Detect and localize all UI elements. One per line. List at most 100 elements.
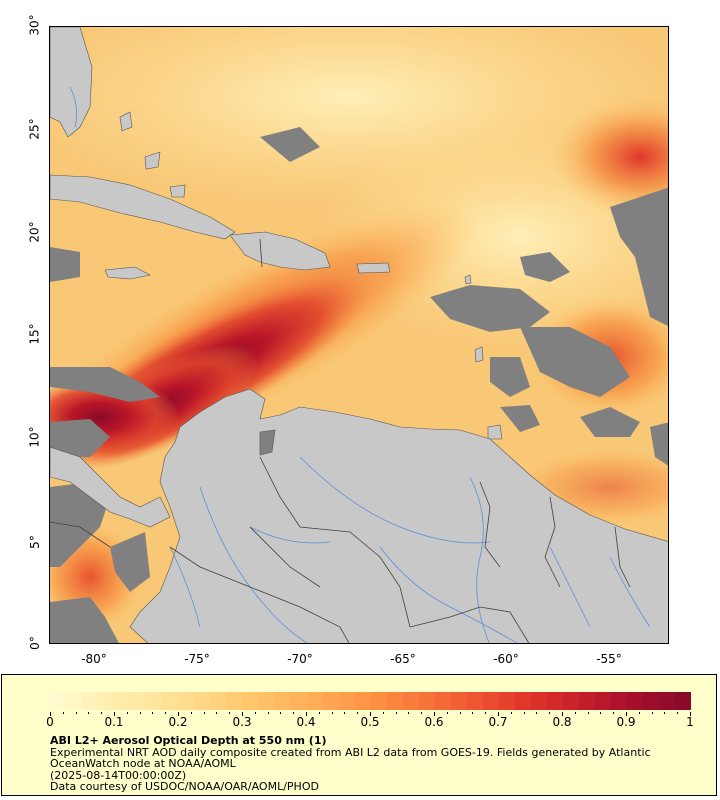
colorbar-minor-tick [203, 712, 205, 714]
colorbar-label-0-3: 0.3 [232, 715, 252, 729]
colorbar-label-0: 0 [46, 715, 54, 729]
lat-label-15: 15° [27, 323, 42, 345]
colorbar-minor-tick [357, 712, 359, 714]
colorbar-step [226, 692, 243, 710]
colorbar-minor-tick [523, 712, 525, 714]
colorbar-minor-tick [382, 712, 384, 714]
colorbar-minor-tick [62, 712, 64, 714]
colorbar-minor-tick [459, 712, 461, 714]
colorbar-step [370, 692, 387, 710]
colorbar-minor-tick [472, 712, 474, 714]
colorbar-label-1: 1 [686, 715, 694, 729]
colorbar-step [114, 692, 131, 710]
colorbar-minor-tick [664, 712, 666, 714]
lon-label-75w: -75° [184, 652, 210, 666]
colorbar-label-0-6: 0.6 [424, 715, 444, 729]
colorbar-step [50, 692, 67, 710]
colorbar-step [194, 692, 211, 710]
lon-label-80w: -80° [81, 652, 107, 666]
colorbar-step [290, 692, 307, 710]
legend-title: ABI L2+ Aerosol Optical Depth at 550 nm … [50, 734, 327, 747]
colorbar-major-tick [50, 712, 51, 716]
colorbar-step [498, 692, 515, 710]
colorbar-label-0-1: 0.1 [104, 715, 124, 729]
legend-description-line2: OceanWatch node at NOAA/AOML [50, 757, 236, 770]
colorbar-step [579, 692, 596, 710]
colorbar-step [402, 692, 419, 710]
colorbar-step [434, 692, 451, 710]
colorbar-step [258, 692, 275, 710]
colorbar-label-0-4: 0.4 [296, 715, 316, 729]
land-masses [50, 27, 668, 643]
colorbar-major-tick [242, 712, 243, 716]
colorbar-step [82, 692, 99, 710]
colorbar-label-0-9: 0.9 [616, 715, 636, 729]
colorbar-minor-tick [152, 712, 154, 714]
colorbar-minor-tick [344, 712, 346, 714]
colorbar-step [595, 692, 612, 710]
colorbar-minor-tick [421, 712, 423, 714]
aod-field-northeast [550, 97, 668, 217]
colorbar-minor-tick [280, 712, 282, 714]
colorbar-minor-tick [229, 712, 231, 714]
colorbar-minor-tick [408, 712, 410, 714]
colorbar-major-tick [562, 712, 563, 716]
colorbar-major-tick [626, 712, 627, 716]
no-data-areas [50, 127, 668, 643]
lat-label-0: 0° [27, 636, 42, 650]
colorbar-minor-tick [536, 712, 538, 714]
colorbar-major-tick [434, 712, 435, 716]
colorbar-step [354, 692, 371, 710]
colorbar-minor-tick [587, 712, 589, 714]
colorbar-minor-tick [549, 712, 551, 714]
legend-panel: 0 0.1 0.2 0.3 0.4 0.5 0.6 0.7 0.8 0.9 1 … [1, 674, 717, 796]
colorbar-minor-tick [318, 712, 320, 714]
colorbar-minor-tick [395, 712, 397, 714]
lat-label-25: 25° [27, 118, 42, 140]
colorbar-step [450, 692, 467, 710]
map-canvas [50, 27, 668, 643]
colorbar-step [66, 692, 83, 710]
colorbar-step [563, 692, 580, 710]
colorbar-major-tick [370, 712, 371, 716]
colorbar-minor-tick [75, 712, 77, 714]
colorbar-step [482, 692, 499, 710]
lat-label-5: 5° [27, 535, 42, 549]
colorbar-step [675, 692, 692, 710]
colorbar-major-tick [498, 712, 499, 716]
colorbar-minor-tick [485, 712, 487, 714]
colorbar-minor-tick [613, 712, 615, 714]
colorbar-minor-tick [216, 712, 218, 714]
colorbar-step [98, 692, 115, 710]
colorbar-step [466, 692, 483, 710]
colorbar-minor-tick [574, 712, 576, 714]
colorbar-step [627, 692, 644, 710]
lat-label-30: 30° [27, 14, 42, 36]
colorbar-step [306, 692, 323, 710]
legend-credit: Data courtesy of USDOC/NOAA/OAR/AOML/PHO… [50, 780, 319, 793]
colorbar-label-0-2: 0.2 [168, 715, 188, 729]
lon-label-60w: -60° [493, 652, 519, 666]
colorbar-minor-tick [677, 712, 679, 714]
colorbar-minor-tick [267, 712, 269, 714]
colorbar-step [274, 692, 291, 710]
lon-label-65w: -65° [390, 652, 416, 666]
colorbar-minor-tick [331, 712, 333, 714]
lat-label-10: 10° [27, 426, 42, 448]
colorbar-step [210, 692, 227, 710]
colorbar [50, 692, 692, 710]
aod-map [49, 26, 669, 644]
colorbar-minor-tick [254, 712, 256, 714]
colorbar-step [659, 692, 676, 710]
colorbar-step [514, 692, 531, 710]
colorbar-minor-tick [651, 712, 653, 714]
legend-text: ABI L2+ Aerosol Optical Depth at 550 nm … [50, 735, 651, 793]
colorbar-major-tick [690, 712, 691, 716]
lon-label-55w: -55° [596, 652, 622, 666]
colorbar-minor-tick [446, 712, 448, 714]
colorbar-step [162, 692, 179, 710]
legend-description-line1: Experimental NRT AOD daily composite cre… [50, 745, 651, 759]
colorbar-major-tick [114, 712, 115, 716]
legend-timestamp: (2025-08-14T00:00:00Z) [50, 768, 187, 782]
colorbar-step [146, 692, 163, 710]
